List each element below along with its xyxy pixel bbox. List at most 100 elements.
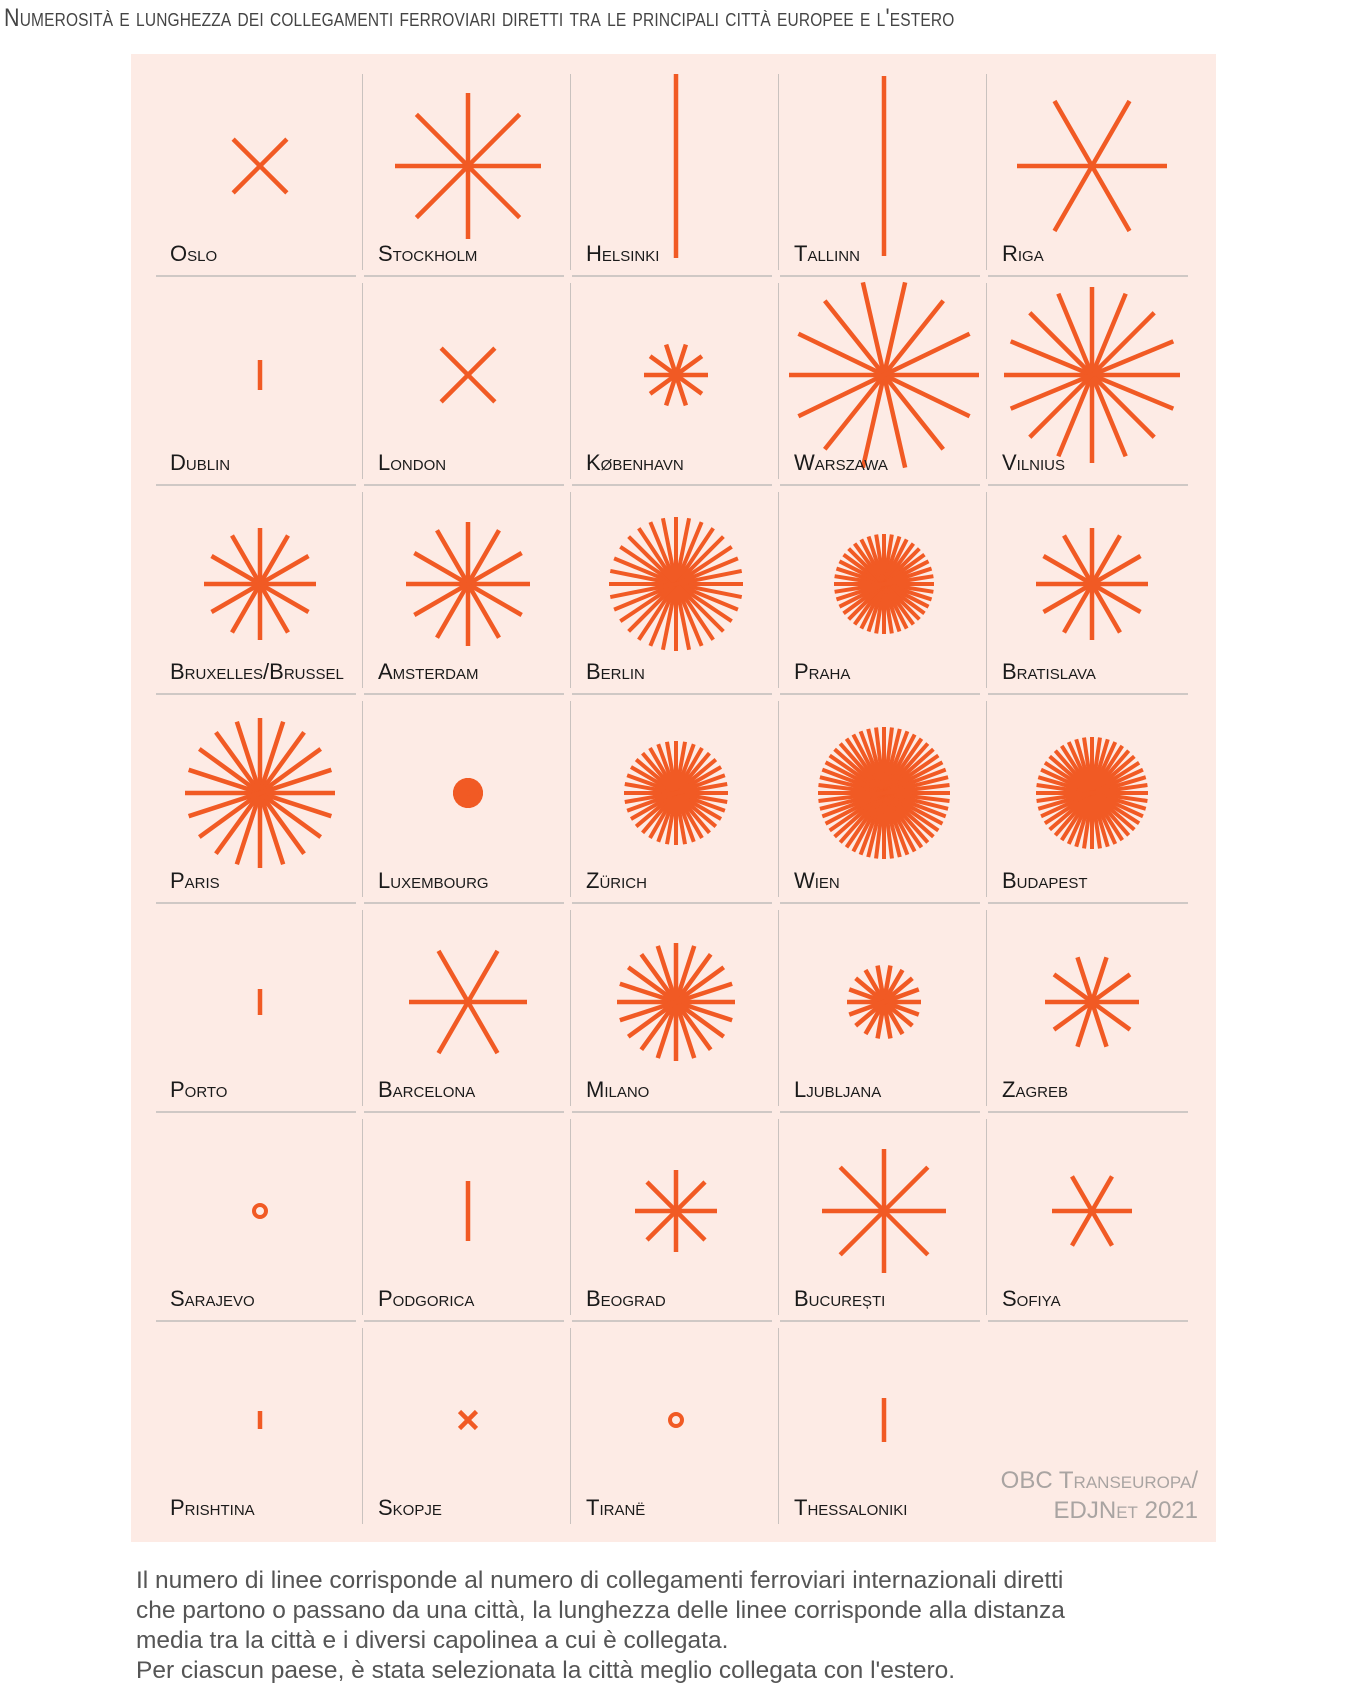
connection-line xyxy=(414,112,522,220)
connection-line xyxy=(1042,554,1142,614)
city-label: Riga xyxy=(1002,241,1044,266)
caption: Il numero di linee corrisponde al numero… xyxy=(136,1566,1336,1686)
city-star xyxy=(465,1181,471,1241)
city-label: Bruxelles/Brussel xyxy=(170,659,344,684)
caption-line: che partono o passano da una città, la l… xyxy=(136,1597,1065,1624)
city-label: Berlin xyxy=(586,659,645,684)
caption-line: media tra la città e i diversi capolinea… xyxy=(136,1627,729,1654)
column-divider xyxy=(986,492,987,688)
city-cell: København xyxy=(570,277,780,486)
city-label: Paris xyxy=(170,868,220,893)
column-divider xyxy=(362,1119,363,1315)
city-cell: Budapest xyxy=(986,695,1196,904)
row-divider xyxy=(988,902,1188,904)
row-divider xyxy=(156,275,356,277)
city-star xyxy=(252,1203,268,1219)
row-divider xyxy=(572,902,772,904)
city-star xyxy=(204,528,316,640)
row-divider xyxy=(364,484,564,486)
column-divider xyxy=(778,910,779,1106)
city-star xyxy=(881,76,887,256)
row-divider xyxy=(364,1111,564,1113)
city-cell: Sarajevo xyxy=(156,1113,364,1322)
column-divider xyxy=(778,1119,779,1315)
row-divider xyxy=(364,275,564,277)
city-label: Budapest xyxy=(1002,868,1088,893)
city-star xyxy=(452,777,484,809)
city-star xyxy=(617,943,735,1061)
column-divider xyxy=(362,74,363,270)
city-label: Luxembourg xyxy=(378,868,489,893)
city-star xyxy=(789,281,979,469)
column-divider xyxy=(570,74,571,270)
connection-line xyxy=(818,783,950,803)
city-label: Milano xyxy=(586,1077,650,1102)
row-divider xyxy=(572,275,772,277)
city-label: Tallinn xyxy=(794,241,860,266)
city-star xyxy=(624,741,728,845)
city-cell: Dublin xyxy=(156,277,364,486)
city-star xyxy=(668,1412,684,1428)
city-star xyxy=(644,343,708,407)
city-star xyxy=(439,346,497,404)
city-star xyxy=(457,1409,479,1431)
city-cell: Zagreb xyxy=(986,904,1196,1113)
row-divider xyxy=(156,484,356,486)
connection-line xyxy=(1009,339,1175,411)
column-divider xyxy=(986,701,987,897)
column-divider xyxy=(986,74,987,270)
city-star xyxy=(1036,528,1148,640)
connection-line xyxy=(619,981,733,1023)
city-star xyxy=(1017,99,1167,233)
city-cell: London xyxy=(362,277,572,486)
connection-line xyxy=(645,1180,707,1242)
column-divider xyxy=(778,492,779,688)
connection-line xyxy=(838,1165,930,1257)
city-cell: Tiranë xyxy=(570,1322,780,1531)
column-divider xyxy=(778,74,779,270)
no-connection-circle xyxy=(252,1203,268,1219)
row-divider xyxy=(988,484,1188,486)
city-star xyxy=(818,727,950,859)
city-label: Dublin xyxy=(170,450,231,475)
credit: OBC Transeuropa/ EDJNet 2021 xyxy=(1001,1466,1198,1526)
row-divider xyxy=(988,275,1188,277)
caption-line: Il numero di linee corrisponde al numero… xyxy=(136,1567,1064,1594)
city-cell: București xyxy=(778,1113,988,1322)
city-star xyxy=(673,74,679,258)
city-label: Zagreb xyxy=(1002,1077,1068,1102)
connection-line xyxy=(231,137,289,195)
connection-line xyxy=(848,987,920,1017)
city-cell: Amsterdam xyxy=(362,486,572,695)
city-cell: Paris xyxy=(156,695,364,904)
city-label: Porto xyxy=(170,1077,228,1102)
credit-line-2: EDJNet 2021 xyxy=(1053,1497,1198,1524)
row-divider xyxy=(780,902,980,904)
city-star xyxy=(847,965,921,1039)
column-divider xyxy=(778,1328,779,1524)
city-star xyxy=(1045,956,1139,1048)
city-star xyxy=(257,360,263,390)
city-star xyxy=(395,93,541,239)
column-divider xyxy=(986,1119,987,1315)
column-divider xyxy=(570,701,571,897)
city-star xyxy=(406,522,530,646)
city-star xyxy=(822,1149,946,1273)
city-cell: Oslo xyxy=(156,68,364,277)
city-cell: Bruxelles/Brussel xyxy=(156,486,364,695)
city-label: Vilnius xyxy=(1002,450,1066,475)
connection-line xyxy=(834,574,934,594)
row-divider xyxy=(572,484,772,486)
connection-line xyxy=(413,551,523,617)
row-divider xyxy=(156,693,356,695)
connection-line xyxy=(436,949,500,1055)
connection-line xyxy=(648,354,704,396)
city-label: Barcelona xyxy=(378,1077,476,1102)
city-label: Sofiya xyxy=(1002,1286,1061,1311)
city-label: Zürich xyxy=(586,868,647,893)
city-label: Amsterdam xyxy=(378,659,479,684)
row-divider xyxy=(780,1320,980,1322)
connection-line xyxy=(1052,99,1132,233)
column-divider xyxy=(362,701,363,897)
city-cell: Milano xyxy=(570,904,780,1113)
